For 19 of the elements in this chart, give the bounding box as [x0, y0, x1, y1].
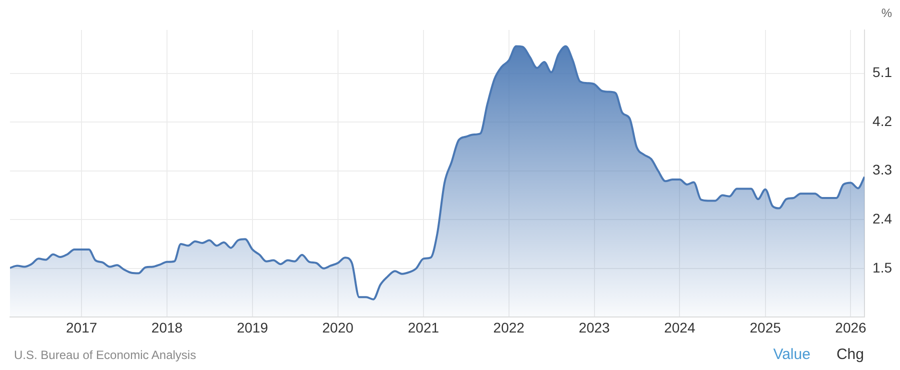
y-tick-label: 4.2	[872, 112, 892, 129]
x-tick-label: 2022	[493, 319, 525, 336]
x-tick-label: 2017	[66, 319, 98, 336]
y-tick-label: 1.5	[872, 259, 892, 276]
text: Chg	[836, 346, 864, 363]
x-tick-label: 2026	[835, 319, 867, 336]
x-tick-label: 2018	[151, 319, 183, 336]
y-axis-title: %	[881, 6, 892, 20]
x-tick-label: 2021	[408, 319, 440, 336]
x-tick-label: 2019	[236, 319, 268, 336]
y-tick-label: 2.4	[872, 210, 892, 227]
x-tick-label: 2023	[578, 319, 610, 336]
x-tick-label: 2020	[322, 319, 354, 336]
x-tick-label: 2024	[664, 319, 696, 336]
text: U.S. Bureau of Economic Analysis	[14, 348, 196, 362]
text: Value	[773, 346, 810, 363]
y-tick-label: 5.1	[872, 64, 892, 80]
y-tick-label: 3.3	[872, 162, 892, 178]
x-tick-label: 2025	[750, 319, 782, 336]
